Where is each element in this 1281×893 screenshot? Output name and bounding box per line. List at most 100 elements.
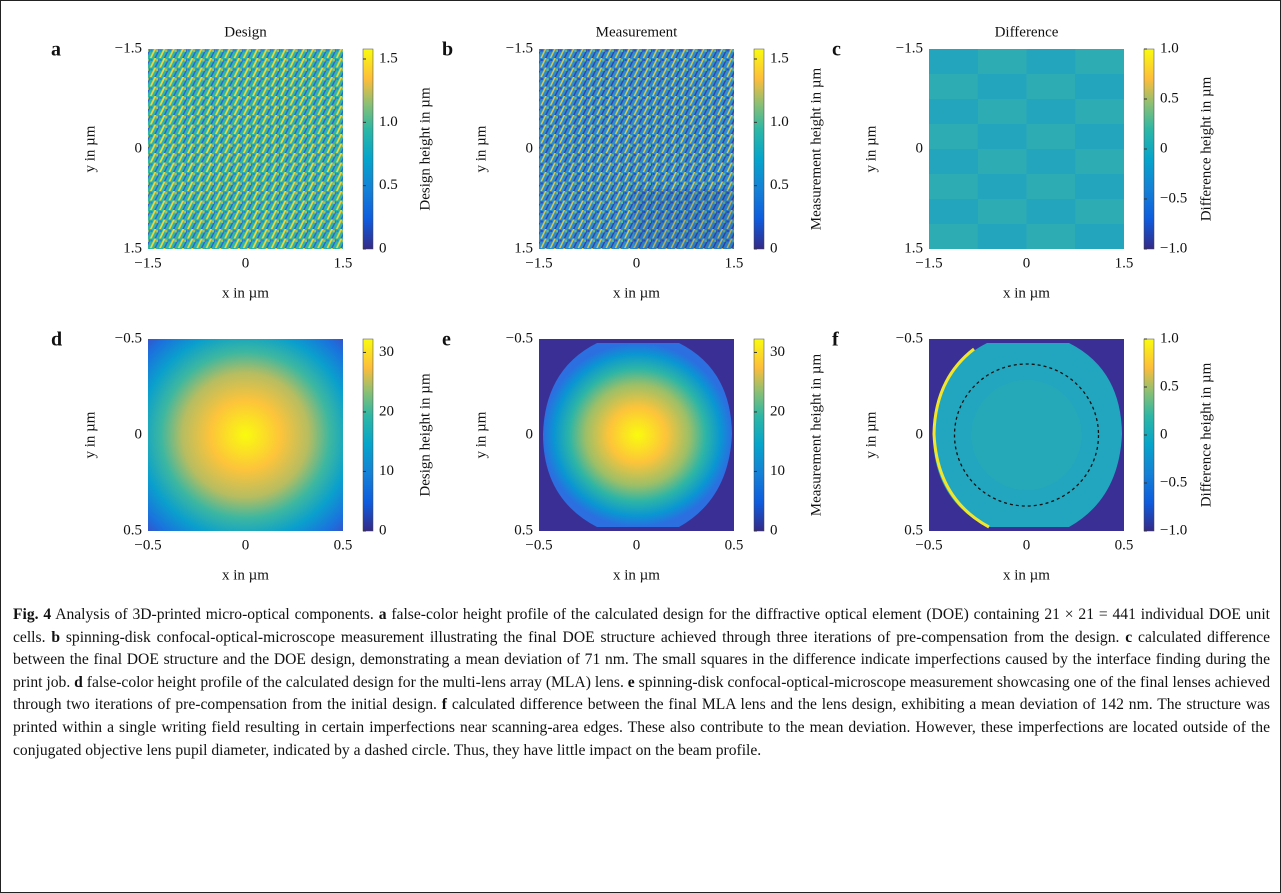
difference-cell [929, 124, 978, 149]
measurement-shade [634, 189, 734, 249]
colorbar-tick-label: 0 [770, 522, 778, 538]
difference-cell [1026, 124, 1076, 149]
colorbar [753, 48, 765, 250]
colorbar [753, 338, 765, 532]
difference-cell [1075, 74, 1124, 99]
caption-label: b [51, 628, 61, 646]
difference-cell [977, 99, 1027, 124]
figure-panels: Design a −1.5 0 1.5 x in µm −1.5 0 1.5 y in µm 0 0.… [51, 24, 1214, 583]
x-tick-label: −0.5 [525, 537, 552, 553]
caption-text: spinning-disk confocal-optical-microscop… [60, 628, 1126, 646]
difference-cell [1075, 49, 1124, 74]
difference-cell [977, 199, 1027, 224]
difference-cell [1075, 149, 1124, 174]
difference-cell [977, 49, 1027, 74]
difference-cell [1075, 124, 1124, 149]
difference-cell [1026, 199, 1076, 224]
colorbar-tick-label: −0.5 [1160, 474, 1187, 490]
y-tick-label: 0.5 [514, 522, 533, 538]
difference-cell [1026, 74, 1076, 99]
colorbar-tick-label: 0.5 [1160, 378, 1179, 394]
difference-cell [929, 99, 978, 124]
difference-cell [1026, 49, 1076, 74]
caption-text: false-color height profile of the calcul… [82, 673, 628, 691]
caption-label: c [1125, 628, 1133, 646]
panel-letter: c [832, 39, 841, 61]
colorbar-tick-label: 0 [770, 240, 778, 256]
y-tick-label: 0 [526, 426, 534, 442]
colorbar-tick-label: 0 [1160, 426, 1168, 442]
y-tick-label: 0 [916, 426, 924, 442]
caption-text: spinning-disk confocal-optical-microscop… [13, 673, 1270, 714]
colorbar-tick-label: −1.0 [1160, 522, 1187, 538]
height-map [148, 49, 343, 249]
colorbar-tick-label: 0 [1160, 140, 1168, 156]
colorbar-label: Design height in µm [417, 87, 433, 211]
colorbar-tick-label: 20 [379, 403, 394, 419]
x-tick-label: 0 [242, 537, 250, 553]
colorbar-tick-label: 0.5 [1160, 90, 1179, 106]
caption-text: false-color height profile of the calcul… [13, 606, 1270, 646]
pupil-circle [953, 363, 1100, 507]
x-tick-label: 0 [1023, 255, 1031, 271]
difference-cell [1075, 99, 1124, 124]
colorbar-tick-label: 1.0 [770, 114, 789, 130]
colorbar-tick-label: 1.5 [770, 50, 789, 66]
colorbar-tick-label: 30 [379, 344, 394, 360]
panel-letter: e [442, 329, 451, 351]
difference-cell [1075, 174, 1124, 199]
x-axis-label: x in µm [613, 567, 660, 583]
y-tick-label: 1.5 [514, 240, 533, 256]
panel-title: Difference [995, 24, 1059, 40]
panel-letter: d [51, 329, 62, 351]
panel-title: Measurement [596, 24, 678, 40]
y-tick-label: −0.5 [115, 330, 142, 346]
colorbar-tick-label: −0.5 [1160, 190, 1187, 206]
difference-cell [1075, 199, 1124, 224]
colorbar-label: Measurement height in µm [808, 67, 824, 230]
x-tick-label: −0.5 [915, 537, 942, 553]
difference-cell [929, 199, 978, 224]
y-axis-label: y in µm [82, 125, 98, 172]
x-axis-label: x in µm [222, 567, 269, 583]
caption-label: d [74, 673, 83, 691]
difference-cell [929, 74, 978, 99]
x-tick-label: −1.5 [134, 255, 161, 271]
y-tick-label: −1.5 [506, 40, 533, 56]
y-axis-label: y in µm [473, 125, 489, 172]
colorbar-tick-label: 20 [770, 403, 785, 419]
x-tick-label: 0.5 [1115, 537, 1134, 553]
difference-cell [1026, 99, 1076, 124]
height-map [539, 49, 734, 249]
colorbar-label: Design height in µm [417, 373, 433, 497]
x-axis-label: x in µm [1003, 285, 1050, 301]
x-tick-label: −1.5 [525, 255, 552, 271]
difference-cell [1026, 224, 1076, 249]
x-tick-label: −0.5 [134, 537, 161, 553]
colorbar-tick-label: 1.5 [379, 50, 398, 66]
caption-label: a [378, 606, 387, 623]
x-tick-label: 0 [1023, 537, 1031, 553]
x-tick-label: 0.5 [334, 537, 353, 553]
caption-label: Fig. 4 [13, 606, 52, 623]
y-tick-label: 0 [135, 140, 143, 156]
difference-cell [929, 49, 978, 74]
colorbar-tick-label: 10 [770, 463, 785, 479]
colorbar-label: Difference height in µm [1198, 362, 1214, 507]
colorbar-tick-label: 0 [379, 240, 387, 256]
y-tick-label: 0 [526, 140, 534, 156]
x-tick-label: 1.5 [1115, 255, 1134, 271]
colorbar-tick-label: −1.0 [1160, 240, 1187, 256]
x-tick-label: 0 [242, 255, 250, 271]
x-tick-label: −1.5 [915, 255, 942, 271]
edge-imperfection [932, 347, 990, 529]
x-axis-label: x in µm [1003, 567, 1050, 583]
x-tick-label: 1.5 [334, 255, 353, 271]
caption-text: calculated difference between the final … [13, 628, 1271, 691]
y-tick-label: 0 [916, 140, 924, 156]
caption: Fig. 4 Analysis of 3D-printed micro-opti… [13, 604, 1270, 762]
x-axis-label: x in µm [613, 285, 660, 301]
x-axis-label: x in µm [222, 285, 269, 301]
colorbar-tick-label: 1.0 [1160, 330, 1179, 346]
caption-label: f [441, 696, 447, 714]
